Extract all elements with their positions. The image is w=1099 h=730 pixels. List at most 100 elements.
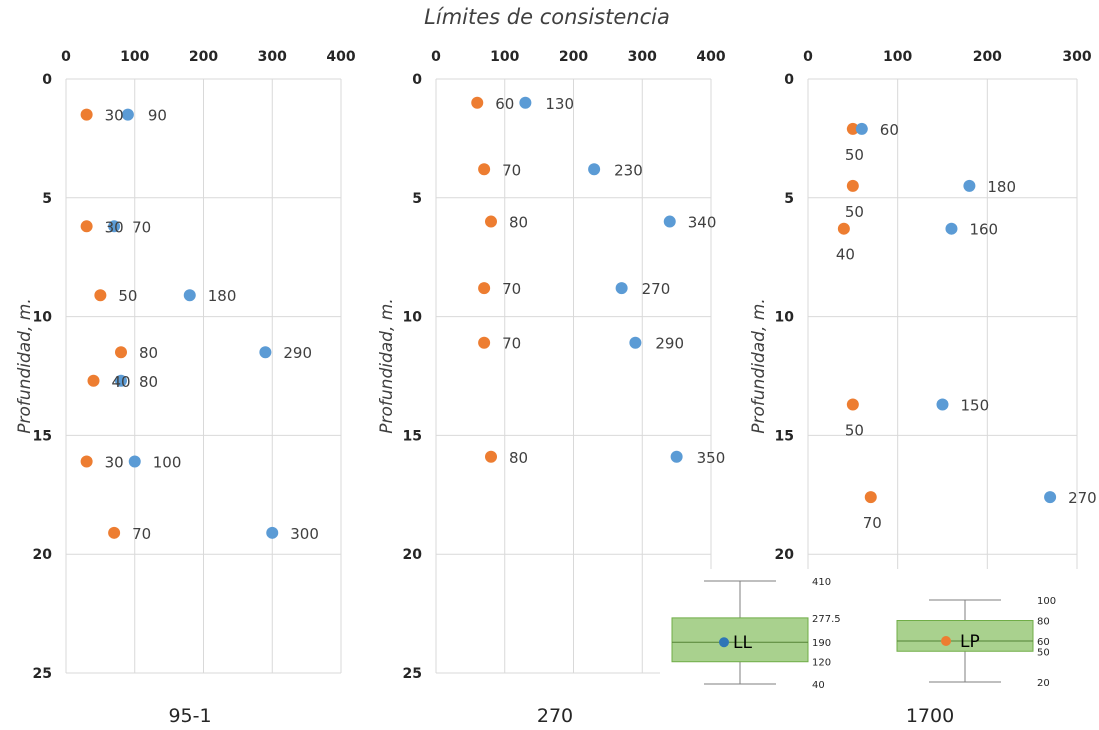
- point-LP: [846, 179, 859, 192]
- point-LL: [855, 122, 868, 135]
- data-label: 60: [495, 95, 514, 113]
- x-tick-label: 0: [431, 49, 441, 65]
- point-LP: [837, 222, 850, 235]
- panel-0: 0 100 200 300 400 0 5 10 15 20 25 Profundidad, m. 95…: [15, 49, 356, 727]
- point-LP: [471, 96, 484, 109]
- data-label: 80: [139, 344, 158, 362]
- y-tick-label: 0: [42, 72, 52, 88]
- point-LP: [846, 122, 859, 135]
- x-tick-label: 400: [326, 49, 355, 65]
- y-tick-label: 0: [784, 72, 794, 88]
- x-tick-label: 100: [120, 49, 149, 65]
- data-label: 180: [208, 287, 237, 305]
- data-label: 70: [502, 335, 521, 353]
- point-LP: [80, 455, 93, 468]
- data-label: 350: [697, 449, 726, 467]
- data-label: 340: [688, 214, 717, 232]
- data-label: 30: [105, 454, 124, 472]
- panel-caption: 95-1: [168, 705, 211, 727]
- data-label: 300: [290, 525, 319, 543]
- point-LP: [485, 215, 497, 228]
- mean-marker: [719, 637, 729, 648]
- point-LP: [478, 336, 491, 349]
- panel-1: 0 100 200 300 400 0 5 10 15 20 25 Profundidad, m. 27…: [377, 49, 726, 727]
- y-tick-label: 5: [42, 191, 52, 207]
- box: [671, 617, 809, 663]
- boxplot-name: LP: [960, 632, 980, 652]
- data-label: 150: [961, 397, 990, 415]
- data-label: 180: [987, 178, 1016, 196]
- y-tick-label: 20: [775, 547, 795, 563]
- x-tick-label: 400: [696, 49, 725, 65]
- y-tick-label: 10: [403, 310, 423, 326]
- box-tick-label: 410: [812, 577, 831, 588]
- data-label: 70: [502, 280, 521, 298]
- data-label: 80: [509, 214, 528, 232]
- y-tick-label: 25: [33, 666, 52, 682]
- y-tick-label: 5: [784, 191, 794, 207]
- data-label: 290: [655, 335, 684, 353]
- data-label: 30: [105, 107, 124, 125]
- chart-title: Límites de consistencia: [424, 5, 670, 29]
- box-tick-label: 80: [1037, 617, 1050, 628]
- box-tick-label: 100: [1037, 596, 1056, 607]
- data-label: 290: [283, 344, 312, 362]
- y-tick-label: 0: [412, 72, 422, 88]
- data-label: 230: [614, 161, 643, 179]
- x-tick-label: 200: [973, 49, 1002, 65]
- data-label: 130: [545, 95, 574, 113]
- data-label: 40: [836, 246, 855, 264]
- data-label: 80: [509, 449, 528, 467]
- box-tick-label: 277.5: [812, 614, 841, 625]
- box-tick-label: 40: [812, 680, 825, 691]
- data-label: 160: [969, 221, 998, 239]
- y-tick-label: 10: [33, 310, 53, 326]
- box-tick-label: 190: [812, 638, 831, 649]
- point-LP: [478, 282, 491, 295]
- data-label: 40: [112, 373, 131, 391]
- point-LP: [80, 108, 93, 121]
- point-LL: [629, 336, 642, 349]
- point-LL: [615, 282, 628, 295]
- panel-caption: 1700: [906, 705, 954, 727]
- point-LP: [846, 398, 859, 411]
- point-LL: [259, 346, 272, 359]
- point-LL: [266, 526, 279, 539]
- y-tick-label: 20: [33, 547, 53, 563]
- x-tick-label: 300: [258, 49, 287, 65]
- data-label: 270: [642, 280, 671, 298]
- box-tick-label: 120: [812, 658, 831, 669]
- x-tick-label: 200: [189, 49, 218, 65]
- point-LP: [87, 374, 100, 387]
- x-tick-label: 200: [559, 49, 588, 65]
- point-LL: [183, 289, 196, 302]
- point-LP: [485, 450, 497, 463]
- point-LL: [108, 220, 121, 233]
- x-tick-label: 0: [61, 49, 71, 65]
- data-label: 50: [845, 422, 864, 440]
- y-tick-label: 15: [403, 428, 422, 444]
- point-LP: [80, 220, 93, 233]
- box-tick-label: 60: [1037, 637, 1050, 648]
- data-label: 30: [105, 218, 124, 236]
- data-label: 70: [132, 218, 151, 236]
- point-LL: [115, 374, 127, 387]
- data-label: 50: [118, 287, 137, 305]
- data-label: 70: [502, 161, 521, 179]
- boxplot-LL: LL 410 277.5 190 120 40: [671, 577, 841, 691]
- point-LL: [663, 215, 676, 228]
- data-label: 80: [139, 373, 158, 391]
- y-axis-label: Profundidad, m.: [15, 298, 35, 433]
- panel-caption: 270: [537, 705, 573, 727]
- data-label: 60: [880, 121, 899, 139]
- x-tick-label: 0: [803, 49, 813, 65]
- point-LL: [1044, 491, 1057, 504]
- box: [896, 620, 1034, 652]
- data-label: 50: [845, 203, 864, 221]
- point-LP: [115, 346, 127, 359]
- point-LP: [478, 163, 491, 176]
- point-LL: [936, 398, 949, 411]
- panel-2: 0 100 200 300 0 5 10 15 20 Profundidad, m. 1700 50 5…: [749, 49, 1097, 727]
- box-tick-label: 50: [1037, 647, 1050, 658]
